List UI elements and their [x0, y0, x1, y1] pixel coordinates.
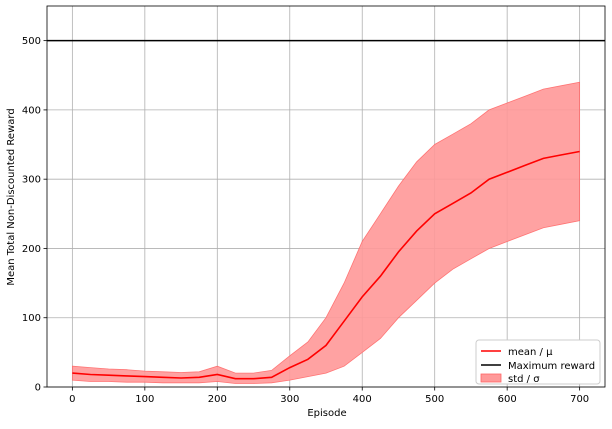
- y-tick-label: 400: [22, 105, 41, 116]
- std-band-layer: [72, 81, 580, 384]
- legend: mean / μ Maximum reward std / σ: [475, 339, 601, 385]
- tick-labels: 0 100 200 300 400 500 600 700 0 100 200 300 400 500: [22, 36, 589, 405]
- x-tick-label: 700: [570, 394, 589, 405]
- plot-frame: [46, 5, 606, 388]
- legend-swatch-std: [480, 373, 502, 383]
- x-tick-label: 100: [135, 394, 154, 405]
- x-tick-label: 200: [208, 394, 227, 405]
- y-axis-title: Mean Total Non-Discounted Reward: [6, 108, 17, 285]
- y-tick-label: 300: [22, 175, 41, 186]
- y-tick-label: 0: [35, 383, 41, 394]
- x-axis-title: Episode: [307, 408, 346, 419]
- x-tick-label: 600: [498, 394, 517, 405]
- mean-line-layer: [47, 39, 605, 380]
- y-tick-label: 200: [22, 244, 41, 255]
- x-tick-label: 0: [69, 394, 75, 405]
- y-tick-label: 500: [22, 36, 41, 47]
- y-tick-label: 100: [22, 313, 41, 324]
- legend-label-max: Maximum reward: [508, 361, 595, 372]
- std-band: [72, 81, 580, 384]
- x-tick-label: 300: [280, 394, 299, 405]
- legend-box: [475, 339, 601, 385]
- mean-line: [72, 150, 580, 380]
- x-tick-label: 500: [425, 394, 444, 405]
- plot-border: [46, 5, 606, 388]
- x-tick-label: 400: [353, 394, 372, 405]
- legend-label-std: std / σ: [508, 374, 540, 385]
- legend-label-mean: mean / μ: [508, 347, 553, 358]
